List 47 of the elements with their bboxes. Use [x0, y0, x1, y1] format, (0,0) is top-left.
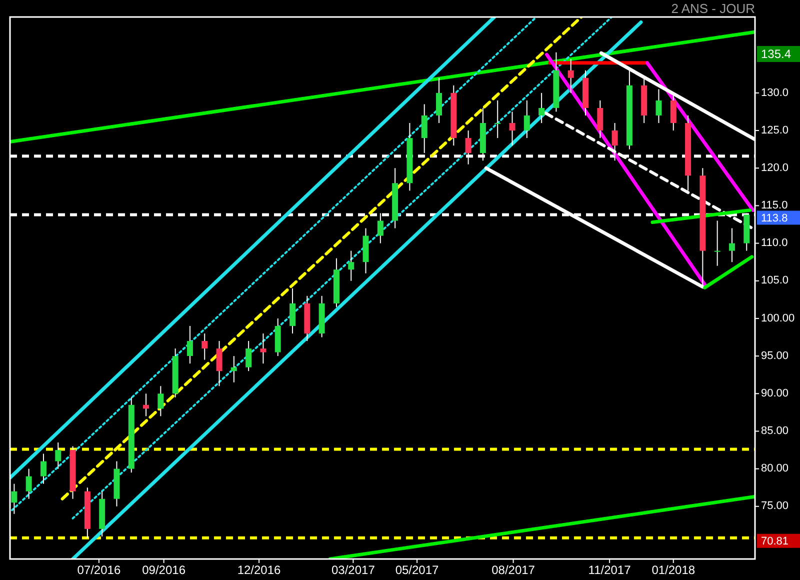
x-tick-label: 07/2016 [77, 563, 121, 577]
y-tick-label: 95.00 [761, 350, 789, 362]
candlestick [714, 220, 720, 266]
candlestick [290, 288, 296, 334]
y-tick-label: 125.0 [761, 124, 789, 136]
candlestick [158, 386, 164, 417]
candlestick [55, 442, 62, 470]
candlestick [524, 100, 530, 139]
candlestick [186, 325, 193, 364]
candlestick [568, 58, 574, 94]
candlestick [656, 88, 662, 124]
candlestick [143, 393, 150, 417]
candlestick [260, 332, 266, 364]
x-tick-label: 11/2017 [588, 563, 632, 577]
candlestick [216, 340, 222, 387]
x-tick-label: 08/2017 [492, 563, 536, 577]
text: 135.4 [761, 47, 792, 62]
candlestick [670, 92, 676, 132]
y-tick-label: 90.00 [761, 387, 789, 400]
y-tick-label: 130.0 [761, 86, 789, 99]
y-tick-label: 80.00 [761, 462, 789, 475]
candlestick [436, 77, 442, 124]
y-tick-label: 105.0 [761, 274, 789, 287]
candlestick [26, 468, 32, 500]
y-tick-label: 75.00 [761, 500, 789, 512]
ref-line-label: 70.81 [761, 536, 789, 548]
candlestick [597, 100, 604, 139]
x-tick-label: 12/2016 [237, 563, 282, 577]
y-tick-label: 115.0 [761, 200, 788, 212]
y-tick-label: 85.00 [761, 425, 789, 438]
candlestick [348, 250, 354, 282]
candlestick [494, 100, 501, 139]
y-tick-label: 120.0 [761, 162, 789, 174]
candlestick [509, 111, 516, 146]
ref-line-label: 113.8 [761, 212, 788, 225]
candlestick [230, 356, 237, 383]
y-tick-label: 110.0 [761, 237, 788, 250]
candlestick [202, 332, 208, 360]
x-tick-label: 05/2017 [395, 563, 440, 577]
x-tick-label: 03/2017 [332, 563, 376, 577]
x-tick-label: 09/2016 [142, 563, 186, 577]
chart-title: 2 ANS - JOUR [671, 1, 755, 16]
candlestick [40, 453, 46, 484]
candlestick [246, 340, 252, 372]
y-tick-label: 100.00 [761, 312, 795, 324]
candlestick [728, 228, 735, 263]
x-tick-label: 01/2018 [652, 563, 696, 577]
